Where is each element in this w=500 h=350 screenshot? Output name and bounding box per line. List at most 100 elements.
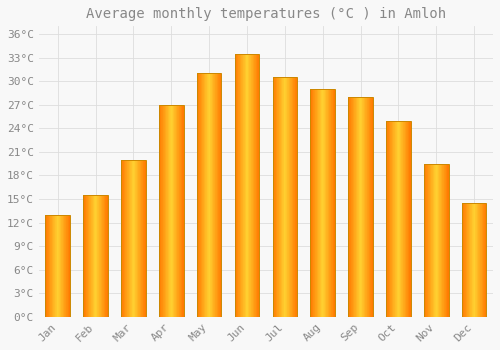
Bar xyxy=(272,77,297,317)
Bar xyxy=(214,74,216,317)
Bar xyxy=(247,54,248,317)
Bar xyxy=(388,120,389,317)
Bar xyxy=(237,54,238,317)
Bar xyxy=(256,54,257,317)
Bar xyxy=(311,89,312,317)
Bar xyxy=(129,160,130,317)
Bar xyxy=(139,160,140,317)
Bar xyxy=(169,105,170,317)
Bar xyxy=(400,120,401,317)
Bar xyxy=(424,164,448,317)
Bar xyxy=(464,203,465,317)
Bar xyxy=(239,54,240,317)
Bar xyxy=(57,215,58,317)
Bar xyxy=(330,89,332,317)
Bar xyxy=(61,215,62,317)
Bar xyxy=(429,164,430,317)
Bar xyxy=(444,164,445,317)
Bar xyxy=(126,160,128,317)
Bar xyxy=(328,89,329,317)
Bar xyxy=(144,160,145,317)
Bar xyxy=(314,89,316,317)
Bar xyxy=(482,203,484,317)
Bar xyxy=(476,203,477,317)
Bar xyxy=(358,97,360,317)
Bar xyxy=(165,105,166,317)
Bar xyxy=(97,195,98,317)
Bar xyxy=(162,105,164,317)
Bar xyxy=(436,164,437,317)
Bar xyxy=(276,77,277,317)
Bar xyxy=(69,215,70,317)
Bar xyxy=(208,74,209,317)
Bar xyxy=(210,74,211,317)
Bar xyxy=(428,164,429,317)
Bar xyxy=(137,160,138,317)
Bar xyxy=(389,120,390,317)
Bar xyxy=(316,89,317,317)
Bar xyxy=(402,120,404,317)
Bar xyxy=(54,215,56,317)
Bar xyxy=(219,74,220,317)
Bar xyxy=(290,77,291,317)
Bar xyxy=(437,164,438,317)
Bar xyxy=(288,77,289,317)
Bar xyxy=(177,105,178,317)
Bar xyxy=(441,164,442,317)
Bar xyxy=(469,203,470,317)
Bar xyxy=(285,77,286,317)
Bar xyxy=(352,97,353,317)
Bar xyxy=(51,215,52,317)
Bar xyxy=(318,89,319,317)
Bar xyxy=(472,203,473,317)
Bar xyxy=(252,54,253,317)
Bar xyxy=(372,97,373,317)
Bar xyxy=(244,54,245,317)
Bar xyxy=(164,105,165,317)
Bar xyxy=(216,74,217,317)
Bar xyxy=(386,120,388,317)
Bar xyxy=(248,54,249,317)
Bar xyxy=(273,77,274,317)
Bar xyxy=(296,77,297,317)
Bar xyxy=(386,120,410,317)
Bar xyxy=(354,97,355,317)
Bar xyxy=(62,215,64,317)
Bar xyxy=(393,120,394,317)
Bar xyxy=(255,54,256,317)
Bar xyxy=(59,215,60,317)
Bar xyxy=(325,89,326,317)
Bar xyxy=(366,97,368,317)
Bar xyxy=(430,164,432,317)
Bar xyxy=(446,164,448,317)
Bar xyxy=(197,74,222,317)
Bar xyxy=(142,160,144,317)
Bar xyxy=(462,203,486,317)
Bar xyxy=(348,97,349,317)
Bar xyxy=(209,74,210,317)
Bar xyxy=(258,54,260,317)
Bar xyxy=(102,195,103,317)
Bar xyxy=(236,54,237,317)
Bar xyxy=(445,164,446,317)
Bar xyxy=(478,203,479,317)
Bar xyxy=(397,120,398,317)
Bar xyxy=(125,160,126,317)
Bar xyxy=(392,120,393,317)
Bar xyxy=(438,164,440,317)
Bar xyxy=(327,89,328,317)
Bar xyxy=(93,195,94,317)
Bar xyxy=(128,160,129,317)
Bar xyxy=(101,195,102,317)
Bar xyxy=(292,77,293,317)
Bar xyxy=(466,203,468,317)
Bar xyxy=(95,195,96,317)
Bar xyxy=(401,120,402,317)
Bar xyxy=(286,77,288,317)
Bar xyxy=(160,105,161,317)
Bar xyxy=(122,160,123,317)
Bar xyxy=(356,97,357,317)
Bar xyxy=(364,97,365,317)
Bar xyxy=(474,203,476,317)
Bar xyxy=(391,120,392,317)
